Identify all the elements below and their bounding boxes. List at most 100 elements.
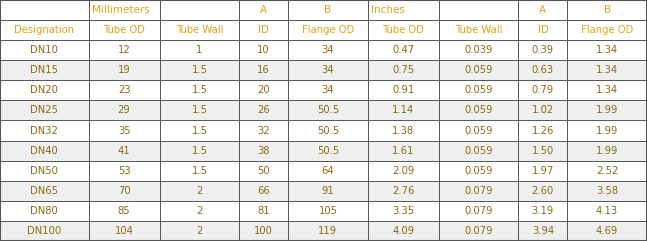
- Bar: [367, 181, 439, 201]
- Bar: [89, 141, 160, 161]
- Text: 38: 38: [258, 146, 270, 156]
- Text: 0.63: 0.63: [532, 65, 554, 75]
- Bar: [288, 80, 367, 100]
- Text: 1.99: 1.99: [596, 146, 619, 156]
- Bar: [367, 141, 439, 161]
- Text: DN65: DN65: [30, 186, 58, 196]
- Text: 50.5: 50.5: [317, 146, 339, 156]
- Bar: [367, 100, 439, 120]
- Text: 81: 81: [258, 206, 270, 216]
- Bar: [518, 201, 567, 221]
- Bar: [439, 100, 518, 120]
- Text: 104: 104: [115, 226, 133, 236]
- Bar: [239, 181, 288, 201]
- Bar: [567, 181, 647, 201]
- Bar: [239, 201, 288, 221]
- Text: Tube Wall: Tube Wall: [455, 25, 502, 35]
- Text: Tube OD: Tube OD: [382, 25, 424, 35]
- Text: 1.97: 1.97: [532, 166, 554, 176]
- Bar: [0, 181, 89, 201]
- Text: 2.76: 2.76: [392, 186, 415, 196]
- Text: 66: 66: [258, 186, 270, 196]
- Bar: [518, 120, 567, 141]
- Text: 35: 35: [118, 126, 131, 135]
- Bar: [0, 141, 89, 161]
- Bar: [439, 221, 518, 241]
- Bar: [288, 181, 367, 201]
- Bar: [439, 20, 518, 40]
- Bar: [439, 0, 518, 20]
- Text: 53: 53: [118, 166, 131, 176]
- Text: 1.99: 1.99: [596, 106, 619, 115]
- Text: 0.059: 0.059: [465, 85, 493, 95]
- Bar: [89, 80, 160, 100]
- Bar: [288, 161, 367, 181]
- Bar: [239, 100, 288, 120]
- Text: 100: 100: [254, 226, 273, 236]
- Bar: [89, 201, 160, 221]
- Text: 1.50: 1.50: [532, 146, 554, 156]
- Bar: [367, 201, 439, 221]
- Text: B: B: [604, 5, 611, 15]
- Bar: [288, 0, 367, 20]
- Bar: [518, 181, 567, 201]
- Text: 4.13: 4.13: [596, 206, 618, 216]
- Bar: [367, 221, 439, 241]
- Text: Tube Wall: Tube Wall: [176, 25, 223, 35]
- Text: 3.35: 3.35: [392, 206, 414, 216]
- Bar: [160, 60, 239, 80]
- Bar: [239, 80, 288, 100]
- Text: 1.34: 1.34: [596, 65, 618, 75]
- Bar: [439, 181, 518, 201]
- Bar: [518, 0, 567, 20]
- Bar: [367, 60, 439, 80]
- Bar: [288, 20, 367, 40]
- Text: 19: 19: [118, 65, 131, 75]
- Text: 0.059: 0.059: [465, 106, 493, 115]
- Bar: [439, 120, 518, 141]
- Text: 34: 34: [322, 45, 334, 55]
- Bar: [439, 141, 518, 161]
- Bar: [367, 161, 439, 181]
- Text: Designation: Designation: [14, 25, 74, 35]
- Text: 0.079: 0.079: [465, 226, 493, 236]
- Text: 1.02: 1.02: [532, 106, 554, 115]
- Bar: [288, 60, 367, 80]
- Text: 50.5: 50.5: [317, 126, 339, 135]
- Text: Inches: Inches: [371, 5, 405, 15]
- Text: 2.09: 2.09: [392, 166, 414, 176]
- Bar: [288, 141, 367, 161]
- Bar: [239, 120, 288, 141]
- Bar: [160, 141, 239, 161]
- Bar: [160, 221, 239, 241]
- Text: 1: 1: [196, 45, 203, 55]
- Text: 50.5: 50.5: [317, 106, 339, 115]
- Text: ID: ID: [258, 25, 269, 35]
- Text: 1.14: 1.14: [392, 106, 414, 115]
- Bar: [567, 100, 647, 120]
- Text: B: B: [324, 5, 331, 15]
- Bar: [0, 161, 89, 181]
- Bar: [567, 120, 647, 141]
- Text: 70: 70: [118, 186, 131, 196]
- Text: 1.34: 1.34: [596, 45, 618, 55]
- Bar: [367, 80, 439, 100]
- Bar: [288, 40, 367, 60]
- Bar: [518, 40, 567, 60]
- Text: 1.5: 1.5: [192, 85, 208, 95]
- Bar: [89, 221, 160, 241]
- Bar: [89, 60, 160, 80]
- Text: 1.26: 1.26: [532, 126, 554, 135]
- Bar: [518, 60, 567, 80]
- Text: 0.059: 0.059: [465, 166, 493, 176]
- Text: 1.5: 1.5: [192, 126, 208, 135]
- Bar: [288, 201, 367, 221]
- Bar: [567, 20, 647, 40]
- Bar: [518, 221, 567, 241]
- Bar: [439, 201, 518, 221]
- Text: 3.19: 3.19: [532, 206, 554, 216]
- Bar: [89, 100, 160, 120]
- Bar: [239, 20, 288, 40]
- Text: 26: 26: [258, 106, 270, 115]
- Bar: [160, 120, 239, 141]
